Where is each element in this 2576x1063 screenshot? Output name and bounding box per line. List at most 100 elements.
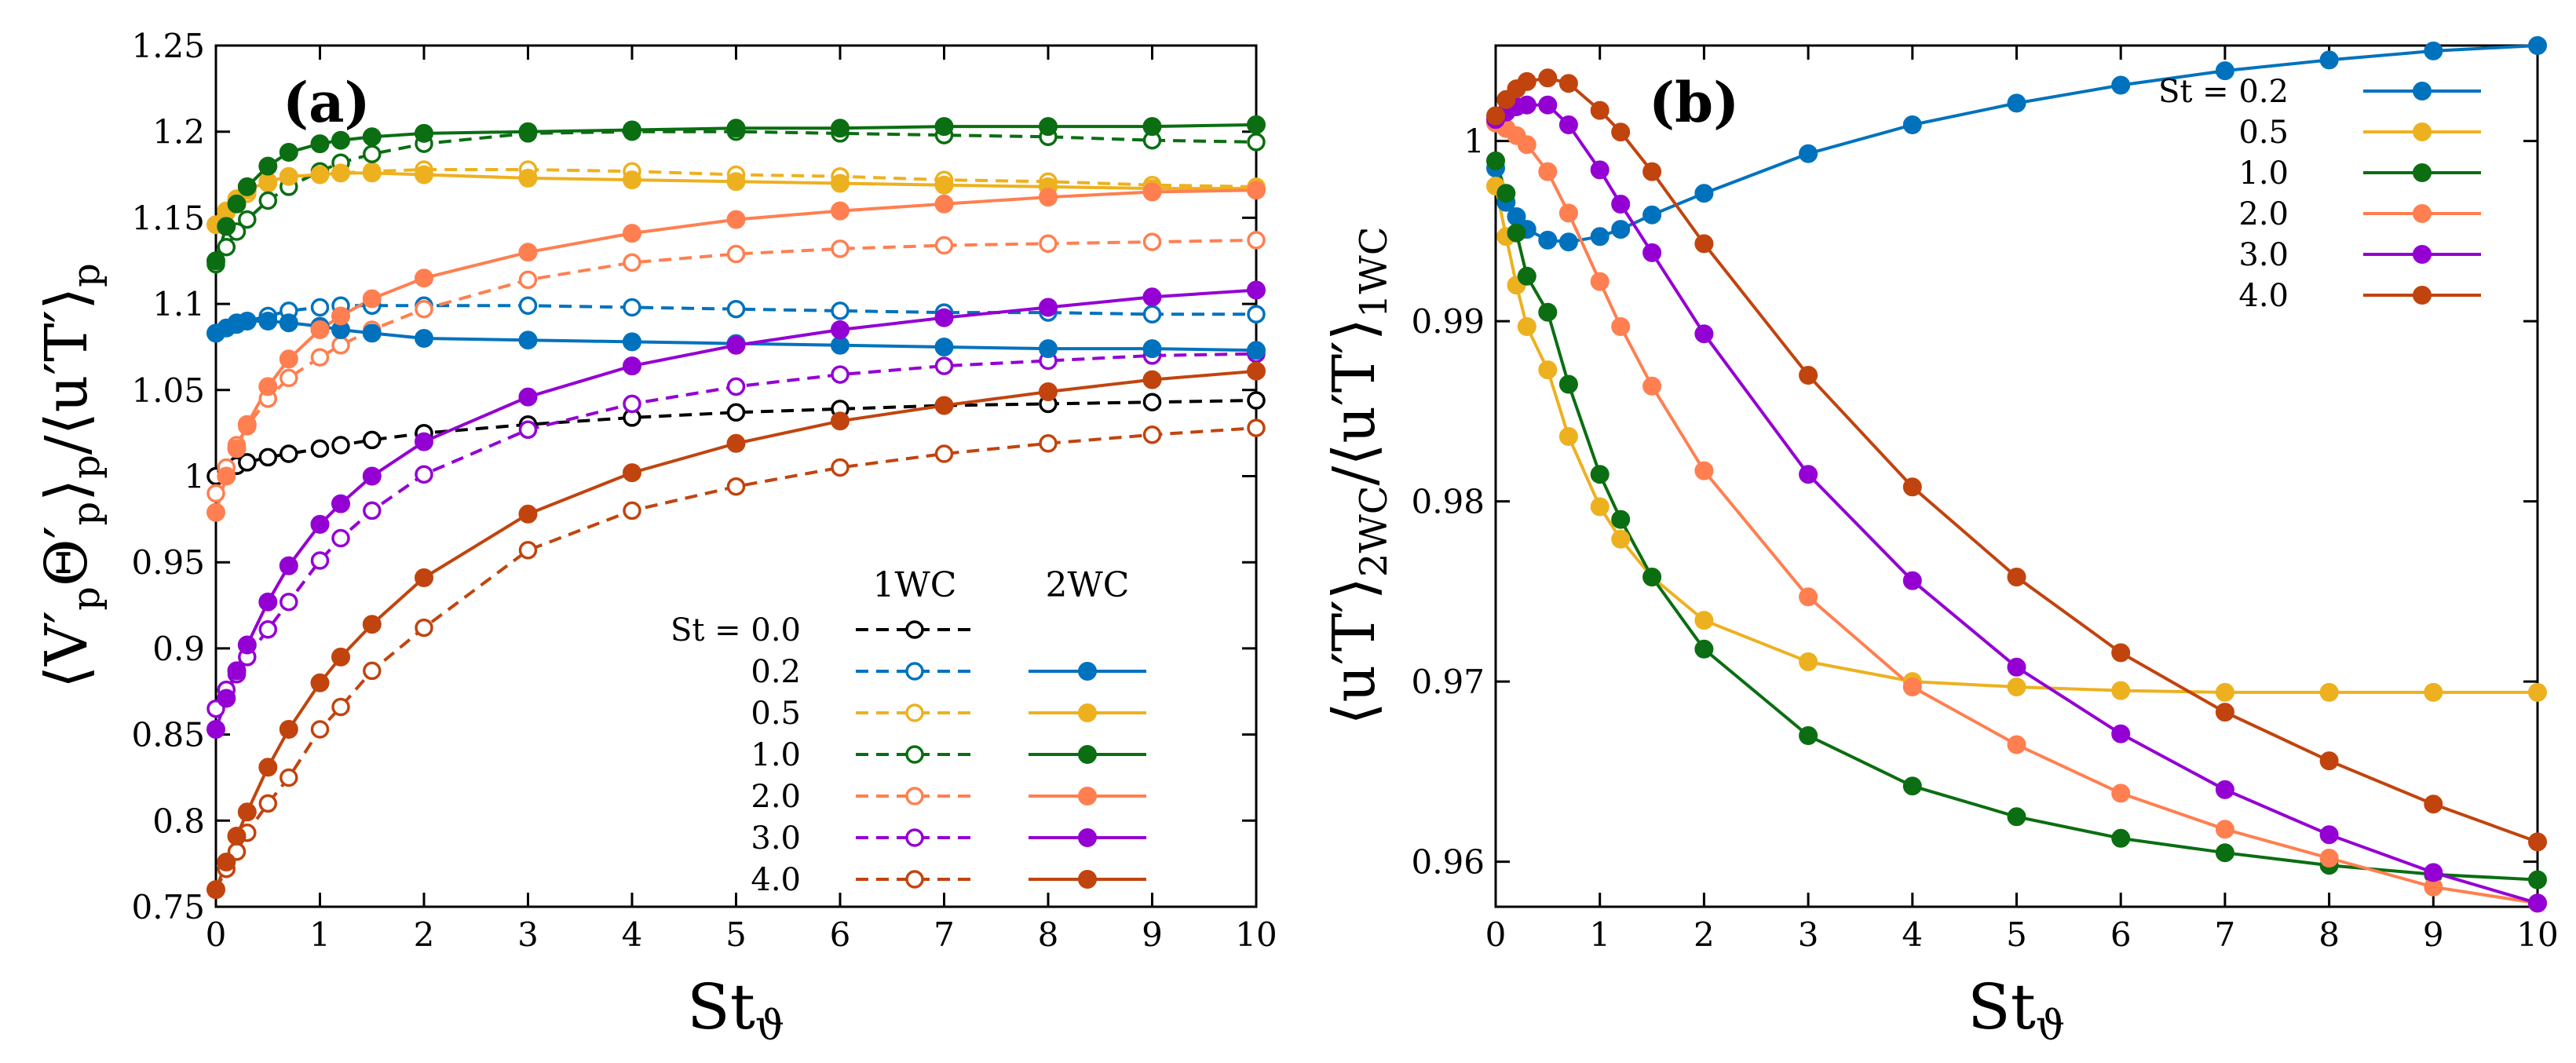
panel-a-data-point [1039, 188, 1058, 207]
panel-b-data-point [2007, 678, 2026, 696]
panel-a-data-point [518, 504, 538, 524]
legend-a-header-2wc: 2WC [1046, 565, 1130, 605]
panel-a-data-point [217, 466, 236, 486]
panel-a-data-point [831, 201, 850, 221]
panel-a-data-point [206, 484, 225, 503]
panel-a-data-point [1247, 391, 1266, 410]
panel-a-ticks: 0 1 2 3 4 5 6 7 8 9 10 0.75 0.8 0.85 0.9 0.95 1 1.05 1.1 1.… [131, 27, 1277, 954]
panel-a-data-point [279, 143, 298, 162]
legend-a-1wc-swatch-marker [905, 662, 924, 681]
panel-a-data-point [518, 296, 538, 316]
panel-a-data-point [1039, 298, 1058, 317]
panel-b-x-tick-label: 9 [2423, 915, 2444, 954]
panel-a-data-point [227, 194, 247, 214]
panel-a-data-point [331, 697, 350, 717]
panel-a-data-point [310, 134, 330, 154]
legend-a-header-1wc: 1WC [873, 565, 957, 605]
panel-a-data-point [518, 243, 538, 262]
panel-a-data-point [280, 368, 298, 388]
panel-a-data-point [227, 661, 247, 681]
panel-b-data-point [1902, 776, 1922, 796]
panel-a-x-tick-label: 5 [725, 915, 747, 954]
legend-a-1wc-swatch-marker [905, 745, 924, 764]
panel-b-data-point [2007, 93, 2026, 113]
panel-a-data-point [237, 312, 257, 331]
panel-b-data-point [1799, 587, 1818, 607]
panel-a-y-tick-label: 1 [184, 458, 205, 496]
panel-a-data-point [279, 166, 298, 186]
panel-b-data-point [2319, 825, 2339, 845]
panel-a-data-point [623, 332, 641, 352]
panel-b-data-point [1590, 272, 1610, 291]
panel-a-data-point [279, 349, 298, 369]
legend-b-swatch-marker [2413, 286, 2432, 305]
panel-a-data-point [1142, 339, 1162, 359]
panel-a-data-point [1247, 133, 1266, 152]
panel-a-data-point [206, 880, 225, 900]
panel-a-data-point [831, 411, 850, 431]
legend-b-st-value: 0.2 [2238, 74, 2289, 110]
legend-b-entry-label: 2.0 [2238, 196, 2289, 232]
panel-a-data-point [1247, 341, 1266, 360]
panel-a-data-point [331, 647, 350, 667]
panel-b-data-point [2111, 828, 2131, 848]
panel-a-x-tick-label: 8 [1038, 915, 1059, 954]
panel-b-data-point [1694, 461, 1714, 480]
panel-a-data-point [1142, 393, 1162, 411]
legend-b-entry-label: 0.5 [2238, 115, 2289, 151]
legend-b-entry-label: St = 0.2 [2158, 74, 2289, 110]
panel-b-data-point [1694, 234, 1714, 254]
panel-a-data-point [1247, 231, 1266, 250]
panel-b-data-point [1538, 302, 1558, 322]
panel-b-data-point [1538, 95, 1558, 115]
panel-a-data-point [1142, 370, 1162, 389]
panel-a-data-point [623, 501, 641, 521]
panel-a-data-point [934, 194, 954, 214]
legend-a-2wc-swatch-marker [1078, 787, 1097, 805]
panel-a-data-point [331, 436, 350, 455]
panel-b-data-point [2528, 870, 2547, 889]
panel-a-data-point [279, 313, 298, 333]
panel-a-data-point [415, 465, 433, 484]
panel-a-data-point [280, 592, 298, 612]
panel-b-data-point [1590, 227, 1610, 247]
panel-b-data-point [2319, 751, 2339, 771]
panel-b-data-point [1799, 652, 1818, 671]
panel-a-y-tick-label: 1.05 [131, 371, 205, 410]
panel-b-x-tick-label: 10 [2516, 915, 2558, 954]
panel-a-data-point [279, 720, 298, 739]
panel-b-data-point [2111, 724, 2131, 743]
panel-a-data-point [310, 514, 330, 534]
panel-b-data-point [1590, 100, 1610, 120]
panel-a-data-point [1039, 117, 1058, 137]
panel-a-data-point [363, 144, 382, 163]
panel-a-data-point [310, 320, 330, 339]
panel-a-data-point [934, 338, 954, 356]
panel-a-data-point [415, 329, 433, 348]
panel-b-data-point [1902, 115, 1922, 134]
panel-a-data-point [258, 312, 278, 331]
panel-a-data-point [238, 210, 257, 229]
panel-a-data-point [415, 268, 433, 288]
panel-b-data-point [1538, 360, 1558, 380]
panel-a-x-tick-label: 6 [830, 915, 851, 954]
panel-a-data-point [310, 348, 330, 367]
panel-a-data-point [258, 377, 278, 396]
panel-b-data-point [2424, 795, 2443, 814]
panel-a-data-point [363, 661, 382, 681]
legend-b-swatch-marker [2413, 163, 2432, 182]
panel-b-x-tick-label: 4 [1902, 915, 1923, 954]
panel-b-data-point [1902, 678, 1922, 696]
panel-a-data-point [726, 210, 746, 229]
panel-b-data-point [2007, 807, 2026, 827]
panel-b-data-point [1517, 71, 1536, 91]
legend-a-1wc-swatch-marker [905, 620, 924, 639]
panel-a-data-point [258, 191, 278, 210]
panel-b-y-tick-label: 0.99 [1411, 302, 1485, 341]
panel-b-y-tick-label: 0.98 [1411, 483, 1485, 521]
panel-a-data-point [831, 239, 850, 258]
panel-b-data-point [1517, 135, 1536, 155]
panel-a-series-markers [206, 115, 1266, 900]
panel-b-data-point [2319, 682, 2339, 702]
panel-b-x-tick-label: 7 [2215, 915, 2236, 954]
